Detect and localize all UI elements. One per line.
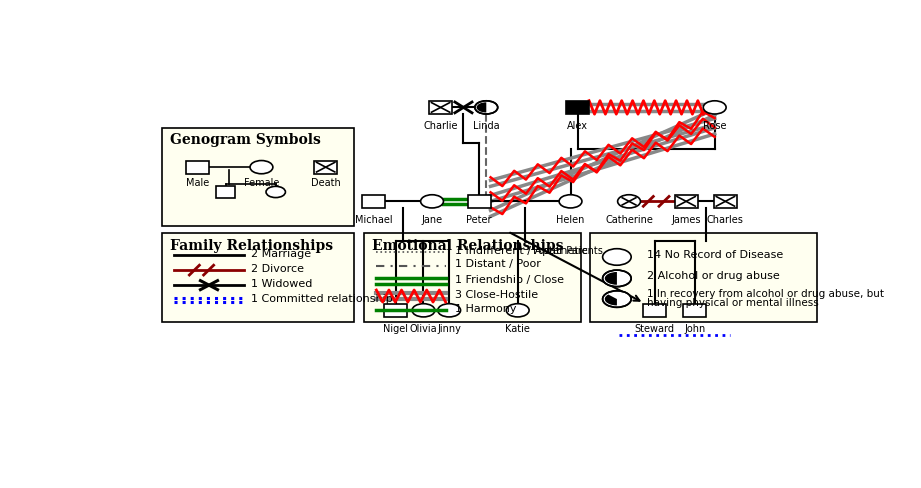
Text: Nigel: Nigel (383, 324, 408, 334)
Bar (186, 161, 209, 174)
Ellipse shape (412, 304, 435, 317)
Text: Katie: Katie (506, 324, 530, 334)
Bar (216, 186, 236, 198)
Ellipse shape (507, 304, 529, 317)
Text: Rose: Rose (703, 121, 727, 131)
Text: 1 Harmony: 1 Harmony (455, 304, 517, 314)
Text: 2 Marriage: 2 Marriage (251, 248, 311, 259)
Bar (566, 101, 589, 114)
FancyBboxPatch shape (161, 233, 355, 322)
Ellipse shape (602, 249, 631, 265)
Text: Catherine: Catherine (605, 215, 653, 225)
Text: 1 Indifferent / Apathetic: 1 Indifferent / Apathetic (455, 245, 588, 256)
Text: 1 In recovery from alcohol or drug abuse, but: 1 In recovery from alcohol or drug abuse… (647, 289, 884, 299)
Ellipse shape (250, 161, 273, 174)
Text: John: John (684, 324, 705, 334)
Text: Charles: Charles (707, 215, 744, 225)
Text: Female: Female (244, 178, 279, 188)
FancyBboxPatch shape (161, 128, 355, 226)
FancyBboxPatch shape (364, 233, 581, 322)
Text: Helen: Helen (556, 215, 585, 225)
Ellipse shape (559, 195, 582, 208)
Bar (468, 195, 491, 208)
Ellipse shape (618, 195, 640, 208)
Text: having physical or mental illness: having physical or mental illness (647, 298, 819, 308)
Text: Olivia: Olivia (410, 324, 437, 334)
Bar (314, 161, 337, 174)
Text: 1 Friendship / Close: 1 Friendship / Close (455, 275, 564, 285)
Ellipse shape (437, 304, 460, 317)
Ellipse shape (475, 101, 497, 114)
Text: Jinny: Jinny (437, 324, 461, 334)
Text: 1 Widowed: 1 Widowed (251, 279, 312, 288)
Text: Male: Male (186, 178, 209, 188)
FancyBboxPatch shape (589, 233, 817, 322)
Ellipse shape (704, 101, 726, 114)
Text: Genogram Symbols: Genogram Symbols (170, 133, 321, 147)
Text: Emotional Relationships: Emotional Relationships (372, 239, 564, 253)
Bar (714, 195, 737, 208)
Text: Linda: Linda (473, 121, 499, 131)
Text: Peter: Peter (466, 215, 492, 225)
Ellipse shape (602, 270, 631, 286)
Bar (643, 304, 666, 317)
Text: 2 Alcohol or drug abuse: 2 Alcohol or drug abuse (647, 271, 780, 281)
Text: Steward: Steward (635, 324, 675, 334)
Text: 14 No Record of Disease: 14 No Record of Disease (647, 250, 783, 260)
Wedge shape (605, 295, 617, 305)
Text: 1 Distant / Poor: 1 Distant / Poor (455, 260, 541, 269)
Bar (675, 195, 697, 208)
Text: Michael: Michael (355, 215, 392, 225)
Wedge shape (605, 272, 617, 285)
Text: Family Relationships: Family Relationships (170, 239, 333, 253)
Wedge shape (476, 102, 486, 113)
Bar (683, 304, 706, 317)
Text: Charlie: Charlie (424, 121, 458, 131)
Text: Foster Parents: Foster Parents (532, 246, 602, 256)
Text: Jane: Jane (422, 215, 443, 225)
Text: James: James (671, 215, 701, 225)
Text: 3 Close-Hostile: 3 Close-Hostile (455, 289, 538, 300)
Ellipse shape (602, 291, 631, 307)
Text: 2 Divorce: 2 Divorce (251, 264, 304, 274)
Text: Death: Death (310, 178, 341, 188)
Text: 1 Committed relationship: 1 Committed relationship (251, 294, 392, 304)
Bar (429, 101, 452, 114)
Bar (362, 195, 385, 208)
Ellipse shape (421, 195, 444, 208)
Bar (384, 304, 407, 317)
Text: Alex: Alex (567, 121, 589, 131)
Ellipse shape (266, 186, 286, 198)
